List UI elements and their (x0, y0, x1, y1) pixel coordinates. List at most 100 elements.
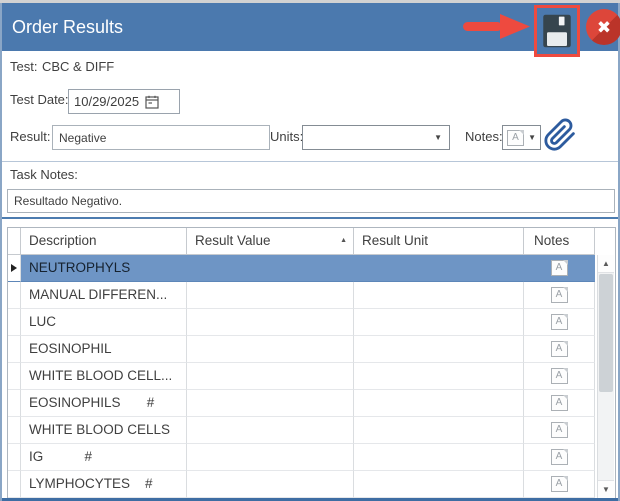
scroll-down-button[interactable]: ▼ (598, 480, 614, 498)
notes-cell[interactable]: A (524, 336, 595, 363)
header-description[interactable]: Description (21, 228, 187, 255)
table-row[interactable]: WHITE BLOOD CELLS A (8, 417, 615, 444)
result-value-cell[interactable] (187, 417, 354, 444)
save-button[interactable] (534, 5, 580, 57)
description-cell[interactable]: WHITE BLOOD CELLS (21, 417, 187, 444)
table-row[interactable]: LYMPHOCYTES # A (8, 471, 615, 498)
test-label: Test: (10, 59, 38, 74)
header-result-unit[interactable]: Result Unit (354, 228, 524, 255)
table-header-row: Description Result Value ▲ Result Unit N… (8, 228, 615, 255)
table-row[interactable]: EOSINOPHIL A (8, 336, 615, 363)
result-value-cell[interactable] (187, 390, 354, 417)
notes-cell[interactable]: A (524, 309, 595, 336)
notes-cell[interactable]: A (524, 363, 595, 390)
result-value-cell[interactable] (187, 363, 354, 390)
dialog-bottom-border (2, 498, 618, 501)
table-divider (2, 217, 618, 219)
result-unit-cell[interactable] (354, 255, 524, 282)
description-cell[interactable]: WHITE BLOOD CELL... (21, 363, 187, 390)
note-page-icon[interactable]: A (550, 368, 568, 384)
vertical-scrollbar[interactable]: ▲ ▼ (597, 255, 614, 498)
result-unit-cell[interactable] (354, 309, 524, 336)
annotation-arrow-icon (463, 14, 530, 39)
scroll-down-icon: ▼ (602, 485, 610, 494)
result-unit-cell[interactable] (354, 390, 524, 417)
titlebar[interactable]: Order Results ✖ (2, 3, 620, 57)
header-result-value[interactable]: Result Value ▲ (187, 228, 354, 255)
units-label: Units: (270, 129, 304, 144)
result-value-cell[interactable] (187, 255, 354, 282)
table-row[interactable]: NEUTROPHYLS A (8, 255, 615, 282)
notes-cell[interactable]: A (524, 282, 595, 309)
table-row[interactable]: WHITE BLOOD CELL... A (8, 363, 615, 390)
row-selector-cell (8, 390, 21, 417)
description-cell[interactable]: MANUAL DIFFEREN... (21, 282, 187, 309)
note-page-icon[interactable]: A (550, 422, 568, 438)
result-unit-cell[interactable] (354, 471, 524, 498)
note-page-icon[interactable]: A (550, 449, 568, 465)
background-window-edge (0, 0, 620, 3)
sort-ascending-icon: ▲ (340, 237, 347, 244)
scrollbar-thumb[interactable] (599, 274, 613, 392)
description-cell[interactable]: NEUTROPHYLS (21, 255, 187, 282)
result-unit-cell[interactable] (354, 363, 524, 390)
close-button[interactable]: ✖ (586, 9, 620, 45)
test-date-input[interactable]: 10/29/2025 (68, 89, 180, 114)
note-page-icon[interactable]: A (550, 260, 568, 276)
table-row[interactable]: IG # A (8, 444, 615, 471)
note-page-icon[interactable]: A (550, 314, 568, 330)
row-selector-cell (8, 363, 21, 390)
description-cell[interactable]: EOSINOPHIL (21, 336, 187, 363)
note-page-icon[interactable]: A (550, 395, 568, 411)
result-input[interactable] (52, 125, 270, 150)
notes-cell[interactable]: A (524, 471, 595, 498)
result-value-cell[interactable] (187, 444, 354, 471)
description-cell[interactable]: LYMPHOCYTES # (21, 471, 187, 498)
row-selector-cell (8, 471, 21, 498)
row-selector-cell (8, 417, 21, 444)
units-dropdown[interactable]: ▼ (302, 125, 450, 150)
notes-cell[interactable]: A (524, 390, 595, 417)
notes-cell[interactable]: A (524, 417, 595, 444)
description-cell[interactable]: LUC (21, 309, 187, 336)
chevron-down-icon: ▼ (434, 132, 442, 142)
table-row[interactable]: LUC A (8, 309, 615, 336)
result-unit-cell[interactable] (354, 444, 524, 471)
note-page-icon[interactable]: A (550, 476, 568, 492)
description-cell[interactable]: EOSINOPHILS # (21, 390, 187, 417)
current-row-marker-icon (11, 264, 17, 272)
result-label: Result: (10, 129, 51, 144)
task-notes-input[interactable] (7, 189, 615, 213)
notes-cell[interactable]: A (524, 444, 595, 471)
notes-cell[interactable]: A (524, 255, 595, 282)
test-value: CBC & DIFF (42, 59, 115, 74)
header-notes[interactable]: Notes (524, 228, 595, 255)
results-table: Description Result Value ▲ Result Unit N… (7, 227, 616, 500)
dialog-title: Order Results (12, 17, 124, 37)
note-page-icon[interactable]: A (550, 287, 568, 303)
result-value-cell[interactable] (187, 336, 354, 363)
result-value-cell[interactable] (187, 282, 354, 309)
result-unit-cell[interactable] (354, 282, 524, 309)
row-selector-cell (8, 336, 21, 363)
note-page-icon: A (507, 129, 524, 146)
result-value-cell[interactable] (187, 471, 354, 498)
result-unit-cell[interactable] (354, 336, 524, 363)
result-value-cell[interactable] (187, 309, 354, 336)
description-cell[interactable]: IG # (21, 444, 187, 471)
test-date-label: Test Date: (10, 92, 69, 107)
row-selector-cell (8, 309, 21, 336)
paperclip-attachment-icon[interactable] (543, 115, 577, 155)
test-date-value: 10/29/2025 (74, 94, 140, 109)
floppy-disk-icon (543, 14, 571, 48)
header-selector-cell (8, 228, 21, 255)
task-notes-label: Task Notes: (10, 167, 78, 182)
result-unit-cell[interactable] (354, 417, 524, 444)
close-icon: ✖ (596, 17, 612, 37)
note-page-icon[interactable]: A (550, 341, 568, 357)
table-row[interactable]: MANUAL DIFFEREN... A (8, 282, 615, 309)
scroll-up-button[interactable]: ▲ (598, 255, 614, 273)
table-row[interactable]: EOSINOPHILS # A (8, 390, 615, 417)
calendar-icon[interactable] (145, 95, 159, 109)
notes-dropdown[interactable]: A ▼ (502, 125, 541, 150)
